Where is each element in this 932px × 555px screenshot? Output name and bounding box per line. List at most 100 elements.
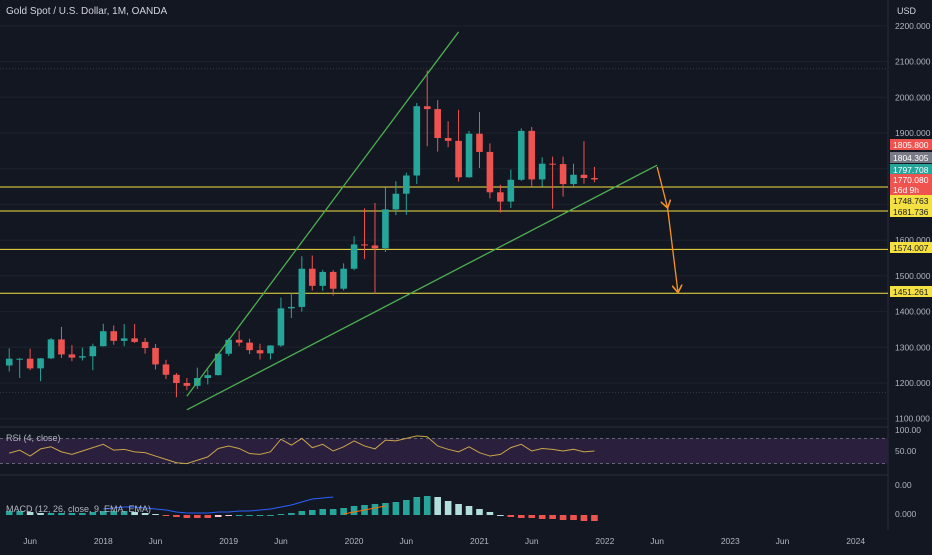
candle-body xyxy=(507,179,515,202)
price-tick-label: 1400.000 xyxy=(895,307,931,317)
price-badge-text: 1805.800 xyxy=(893,140,929,150)
macd-bar xyxy=(570,515,577,520)
projection-arrow xyxy=(656,166,667,208)
candle-body xyxy=(37,358,44,369)
trend-line xyxy=(186,31,460,397)
candle-body xyxy=(392,193,400,210)
time-tick-label: 2021 xyxy=(470,536,489,546)
price-badge xyxy=(890,184,932,195)
candle-body xyxy=(403,175,410,194)
price-badge-text: 1748.763 xyxy=(893,196,929,206)
candle-body xyxy=(591,178,598,180)
macd-bar xyxy=(26,512,34,515)
trend-lines[interactable] xyxy=(186,31,658,411)
candle-body xyxy=(465,133,473,178)
macd-bar xyxy=(559,515,567,520)
price-badge-text: 1797.708 xyxy=(893,165,929,175)
price-tick-label: 1300.000 xyxy=(895,342,931,352)
candle-body xyxy=(68,354,76,358)
macd-bar xyxy=(204,515,212,518)
time-tick-label: 2024 xyxy=(846,536,865,546)
candles xyxy=(5,70,598,398)
candle-body xyxy=(308,268,316,286)
macd-bar xyxy=(235,515,243,516)
macd-bar xyxy=(382,503,389,515)
macd-bar xyxy=(507,515,515,517)
candle-body xyxy=(549,163,556,165)
macd-bar xyxy=(434,497,441,515)
candle-body xyxy=(214,353,222,376)
price-badge-text: 1451.261 xyxy=(893,287,929,297)
time-tick-label: 2020 xyxy=(345,536,364,546)
macd-bar xyxy=(152,514,159,515)
candle-body xyxy=(371,245,379,249)
candle-body xyxy=(298,268,306,307)
rsi-tick-label: 50.00 xyxy=(895,446,917,456)
price-tick-label: 1200.000 xyxy=(895,378,931,388)
candle-body xyxy=(476,133,483,152)
price-tick-label: 2100.000 xyxy=(895,57,931,67)
rsi-band xyxy=(0,438,888,464)
macd-bar xyxy=(423,496,431,515)
time-tick-label: Jun xyxy=(776,536,790,546)
rsi-tick-label: 100.00 xyxy=(895,425,921,435)
macd-bar xyxy=(371,504,379,515)
macd-bar xyxy=(455,504,462,515)
candle-body xyxy=(455,140,462,178)
support-lines xyxy=(0,186,888,294)
macd-bar xyxy=(79,513,86,515)
price-badge xyxy=(890,152,932,163)
candle-body xyxy=(497,192,504,202)
price-badge-text: 1770.080 xyxy=(893,175,929,185)
macd-bar xyxy=(183,515,191,518)
projection-arrows[interactable] xyxy=(656,166,678,293)
price-badge-text: 1681.736 xyxy=(893,207,929,217)
candle-body xyxy=(16,358,23,360)
time-axis[interactable]: Jun 2018 Jun 2019 Jun 2020 Jun 2021 Jun 2022 Jun 20… xyxy=(23,536,865,546)
price-badge xyxy=(890,242,932,253)
currency-label: USD xyxy=(896,6,916,16)
candle-body xyxy=(58,339,65,355)
candle-body xyxy=(267,345,274,354)
macd-bar xyxy=(288,513,295,515)
candle-body xyxy=(570,174,577,185)
candle-body xyxy=(204,375,212,378)
candle-body xyxy=(256,350,264,354)
macd-bar xyxy=(110,511,118,515)
price-badge-text: 1574.007 xyxy=(893,243,929,253)
macd-bar xyxy=(580,515,588,521)
candle-body xyxy=(89,346,97,357)
candle-body xyxy=(413,106,421,176)
candle-body xyxy=(235,339,243,343)
candle-body xyxy=(162,364,170,375)
candle-body xyxy=(517,130,525,180)
trend-line xyxy=(186,164,658,411)
time-tick-label: Jun xyxy=(525,536,539,546)
macd-bar xyxy=(89,512,97,515)
time-tick-label: Jun xyxy=(399,536,413,546)
macd-bar xyxy=(465,506,473,515)
macd-bar xyxy=(214,515,222,517)
macd-bar xyxy=(298,511,306,515)
macd-bar xyxy=(246,515,253,516)
macd-bar xyxy=(350,506,358,515)
candle-body xyxy=(361,244,368,246)
price-axis[interactable]: 1100.000 1200.000 1300.000 1400.000 1500.000… xyxy=(895,21,931,519)
rsi-label: RSI (4, close) xyxy=(6,433,61,443)
macd-bar xyxy=(340,508,347,515)
price-badge xyxy=(890,174,932,185)
candle-body xyxy=(423,106,431,110)
price-badge-text: 1804.305 xyxy=(893,153,929,163)
macd-bar xyxy=(267,515,274,516)
time-tick-label: Jun xyxy=(23,536,37,546)
time-tick-label: 2022 xyxy=(595,536,614,546)
time-tick-label: 2018 xyxy=(94,536,113,546)
macd-bar xyxy=(194,515,201,518)
macd-bar xyxy=(47,513,55,515)
macd-bar xyxy=(58,513,65,515)
candle-body xyxy=(120,338,128,341)
candle-body xyxy=(434,109,441,138)
candle-body xyxy=(110,331,118,341)
